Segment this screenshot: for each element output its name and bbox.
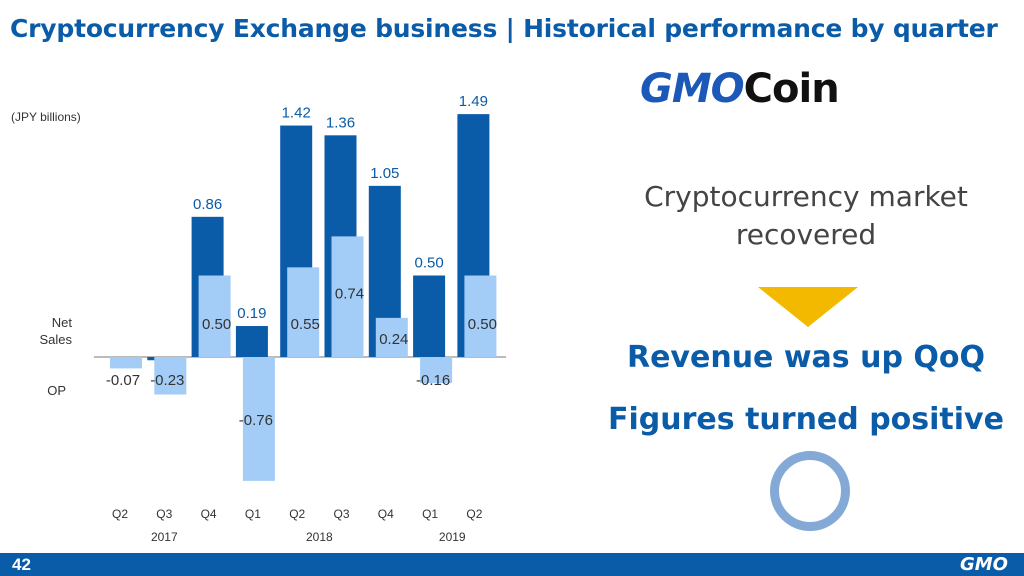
- net-sales-value-label: 1.49: [459, 93, 488, 110]
- op-bar: [110, 357, 142, 369]
- net-sales-value-label: 0.86: [193, 196, 222, 213]
- op-value-label: 0.50: [468, 316, 497, 333]
- quarter-tick-label: Q4: [378, 507, 394, 521]
- quarter-tick-label: Q3: [156, 507, 172, 521]
- gmo-coin-logo: GMOCoin: [640, 66, 840, 112]
- footer-logo: GMO: [960, 554, 1008, 575]
- bar-chart: -0.07 Q2 -0.23 Q3 0.86 0.50 Q4 0.19 -0.76 Q1 1.42 0…: [94, 93, 506, 544]
- op-value-label: 0.74: [335, 285, 364, 302]
- op-row-label: OP: [47, 383, 66, 398]
- logo-coin-text: Coin: [743, 66, 840, 112]
- op-value-label: 0.55: [291, 316, 320, 333]
- op-value-label: -0.16: [416, 372, 450, 389]
- op-bar: [464, 275, 497, 357]
- net-sales-bar: [413, 275, 446, 357]
- net-sales-value-label: 1.36: [326, 114, 355, 131]
- op-bar: [154, 357, 187, 395]
- footer-bar: 42 GMO: [0, 553, 1024, 576]
- net-sales-row-label: Net Sales: [39, 315, 72, 347]
- figures-positive-message: Figures turned positive: [608, 402, 1004, 437]
- quarter-tick-label: Q1: [422, 507, 438, 521]
- net-sales-value-label: 1.05: [370, 165, 399, 182]
- quarter-tick-label: Q1: [245, 507, 261, 521]
- net-sales-bar: [235, 326, 268, 357]
- net-sales-value-label: 1.42: [282, 105, 311, 122]
- down-arrow-icon: [758, 287, 858, 327]
- op-value-label: -0.23: [150, 372, 184, 389]
- logo-gmo-text: GMO: [640, 66, 745, 112]
- net-sales-value-label: 0.50: [414, 255, 443, 272]
- op-bar: [198, 275, 231, 357]
- page-number: 42: [12, 555, 31, 574]
- quarter-tick-label: Q2: [466, 507, 482, 521]
- year-tick-label: 2019: [439, 530, 466, 544]
- op-value-label: -0.76: [239, 412, 273, 429]
- op-bar: [375, 317, 408, 357]
- year-tick-label: 2017: [151, 530, 178, 544]
- op-value-label: 0.50: [202, 316, 231, 333]
- op-bar: [331, 236, 364, 357]
- op-bar: [287, 267, 320, 357]
- quarter-tick-label: Q4: [201, 507, 217, 521]
- quarter-tick-label: Q2: [289, 507, 305, 521]
- unit-label: (JPY billions): [11, 110, 81, 124]
- quarter-tick-label: Q3: [333, 507, 349, 521]
- page-title: Cryptocurrency Exchange business | Histo…: [10, 14, 998, 43]
- revenue-up-message: Revenue was up QoQ: [626, 340, 985, 375]
- op-bar: [420, 357, 453, 384]
- market-message: Cryptocurrency market recovered: [644, 180, 968, 251]
- op-value-label: 0.24: [379, 331, 408, 348]
- net-sales-value-label: 0.19: [237, 305, 266, 322]
- op-value-label: -0.07: [106, 372, 140, 389]
- quarter-tick-label: Q2: [112, 507, 128, 521]
- year-tick-label: 2018: [306, 530, 333, 544]
- circle-mark-icon: [770, 451, 850, 531]
- op-bar: [242, 357, 275, 481]
